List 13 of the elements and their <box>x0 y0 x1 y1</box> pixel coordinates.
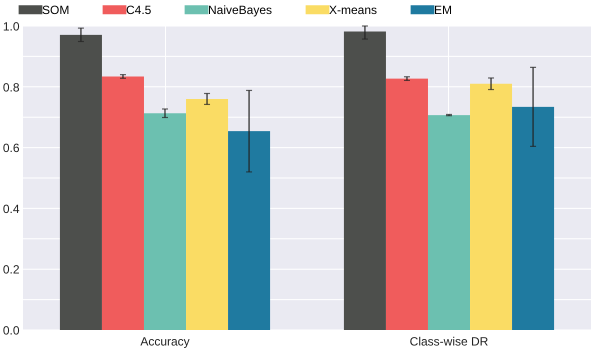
x-tick-label: Accuracy <box>140 334 190 348</box>
legend-label: NaiveBayes <box>208 2 272 17</box>
y-tick-label: 0.2 <box>2 262 20 277</box>
y-tick-label: 0.0 <box>2 324 20 338</box>
legend-label: SOM <box>42 2 70 17</box>
y-tick-label: 1.0 <box>2 20 20 34</box>
legend-label: C4.5 <box>126 2 152 17</box>
y-tick-label: 0.4 <box>2 202 20 216</box>
y-tick-label: 0.8 <box>2 80 20 94</box>
y-tick-label: 0.6 <box>2 141 20 156</box>
legend-label: X-means <box>329 2 378 17</box>
x-tick-label: Class-wise DR <box>410 334 489 348</box>
legend-label: EM <box>434 2 452 17</box>
